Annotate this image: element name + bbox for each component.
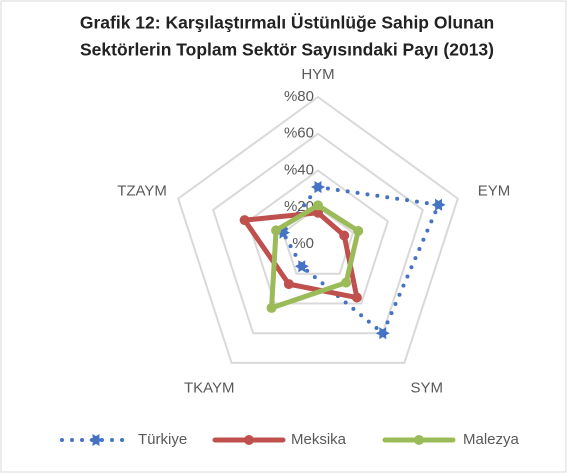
series-line (269, 202, 361, 311)
category-label: SYM (410, 380, 443, 397)
legend: Türkiye Meksika Malezya (60, 431, 520, 448)
data-point (351, 292, 362, 303)
data-point (283, 279, 294, 290)
r-tick-label: %80 (284, 88, 314, 105)
category-label: TZAYM (117, 183, 167, 200)
chart-title: Sektörlerin Toplam Sektör Sayısındaki Pa… (80, 40, 494, 60)
data-point (271, 225, 282, 236)
legend-marker (414, 435, 424, 445)
data-point (313, 200, 323, 211)
category-label: EYM (478, 183, 511, 200)
data-point (313, 207, 323, 218)
legend-label: Meksika (291, 431, 347, 448)
data-point (276, 226, 291, 239)
data-point (266, 302, 277, 313)
chart-title: Grafik 12: Karşılaştırmalı Üstünlüğe Sah… (80, 13, 494, 33)
data-point (341, 277, 352, 288)
plot (239, 180, 446, 340)
data-point (294, 260, 309, 273)
grid-line (211, 132, 425, 335)
r-tick-label: %0 (292, 235, 314, 252)
series-line (281, 185, 441, 336)
legend-label: Türkiye (138, 431, 187, 448)
legend-marker (89, 433, 103, 447)
legend-label: Malezya (463, 431, 520, 448)
data-point (353, 225, 364, 236)
legend-marker (244, 435, 254, 445)
r-tick-label: %40 (284, 161, 314, 178)
category-label: HYM (301, 66, 334, 83)
grid-line (246, 169, 390, 305)
grid-line (281, 206, 355, 275)
data-point (339, 230, 350, 241)
r-tick-label: %60 (284, 125, 314, 142)
category-label: TKAYM (184, 380, 235, 397)
data-point (431, 198, 446, 211)
grid-line (177, 95, 459, 364)
data-point (239, 215, 250, 226)
data-point (311, 180, 325, 194)
data-point (375, 327, 390, 340)
